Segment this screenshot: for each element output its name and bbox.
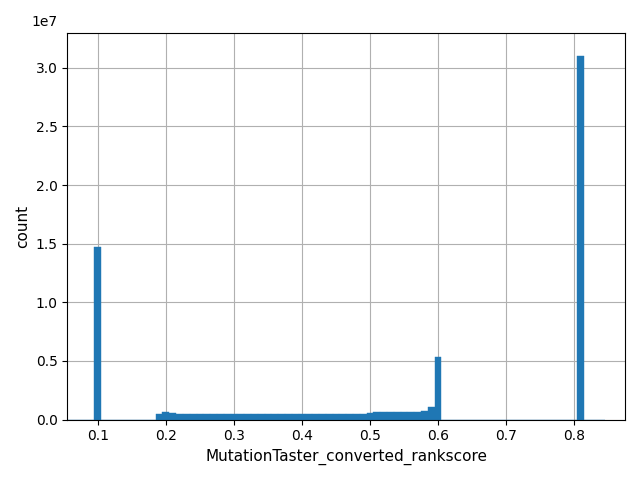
Text: 1e7: 1e7 [31, 15, 57, 29]
Bar [333, 414, 339, 420]
Bar [407, 412, 414, 420]
Bar [339, 414, 346, 420]
Bar [244, 414, 251, 420]
Bar [230, 414, 237, 420]
Bar [264, 414, 271, 420]
Y-axis label: count: count [15, 204, 30, 248]
Bar [156, 414, 163, 420]
Bar [196, 414, 204, 420]
Bar [285, 414, 292, 420]
Bar [346, 414, 353, 420]
Bar [237, 414, 244, 420]
Bar [298, 414, 305, 420]
Bar [373, 412, 380, 420]
Bar [387, 412, 394, 420]
Bar [380, 412, 387, 420]
Bar [251, 414, 258, 420]
Bar [217, 414, 224, 420]
Bar [163, 412, 170, 420]
X-axis label: MutationTaster_converted_rankscore: MutationTaster_converted_rankscore [205, 449, 487, 465]
Bar [95, 247, 101, 420]
Bar [292, 414, 298, 420]
Bar [319, 414, 326, 420]
Bar [305, 414, 312, 420]
Bar [204, 414, 210, 420]
Bar [367, 413, 373, 420]
Bar [428, 407, 435, 420]
Bar [278, 414, 285, 420]
Bar [326, 414, 333, 420]
Bar [312, 414, 319, 420]
Bar [176, 414, 183, 420]
Bar [183, 414, 189, 420]
Bar [210, 414, 217, 420]
Bar [170, 413, 176, 420]
Bar [353, 414, 360, 420]
Bar [258, 414, 264, 420]
Bar [577, 56, 584, 420]
Bar [421, 411, 428, 420]
Bar [394, 412, 401, 420]
Bar [271, 414, 278, 420]
Bar [189, 414, 196, 420]
Bar [224, 414, 230, 420]
Bar [360, 414, 367, 420]
Bar [401, 412, 407, 420]
Bar [414, 411, 421, 420]
Bar [435, 358, 442, 420]
